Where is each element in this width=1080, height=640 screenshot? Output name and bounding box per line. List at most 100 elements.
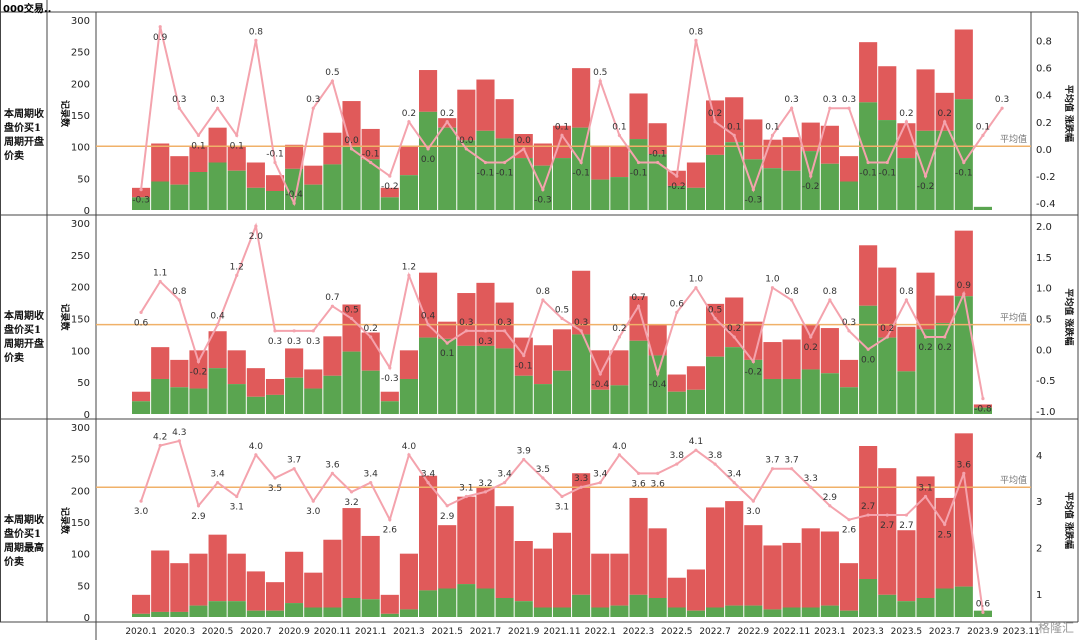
- line-point: [656, 372, 660, 376]
- line-point: [560, 133, 564, 137]
- line-point: [330, 471, 334, 475]
- bar-down-segment: [572, 127, 591, 210]
- line-point: [330, 79, 334, 83]
- y2-tick-label: -0.2: [1036, 172, 1056, 183]
- data-label: 2.9: [191, 512, 206, 522]
- x-tick-label: 2020.11: [314, 627, 351, 637]
- data-label: 3.4: [364, 470, 379, 480]
- y-tick-label: 250: [71, 251, 90, 262]
- line-point: [694, 286, 698, 290]
- bar-up-segment: [801, 324, 820, 370]
- data-label: -0.1: [477, 169, 495, 179]
- bar-down-segment: [323, 375, 342, 414]
- data-label: -0.2: [745, 368, 763, 378]
- line-point: [636, 471, 641, 475]
- y-tick-label: 300: [71, 219, 90, 230]
- data-label: -0.1: [266, 150, 284, 160]
- bar-down-segment: [514, 601, 533, 617]
- bar-down-segment: [438, 127, 457, 210]
- data-label: 4.0: [249, 442, 264, 452]
- data-label: 0.1: [230, 141, 244, 151]
- y-tick-label: 100: [71, 346, 90, 357]
- line-point: [866, 160, 870, 165]
- data-label: 0.3: [823, 95, 837, 105]
- y2-tick-label: 0.5: [1036, 315, 1052, 326]
- bar-down-segment: [572, 334, 591, 414]
- data-label: -0.3: [534, 196, 552, 206]
- bar-down-segment: [342, 351, 361, 414]
- data-label: 0.8: [823, 287, 838, 297]
- data-label: 3.4: [593, 470, 608, 480]
- line-point: [522, 457, 526, 462]
- line-point: [981, 133, 985, 137]
- line-point: [656, 471, 660, 475]
- corner-label: 000交易..: [3, 4, 52, 15]
- line-point: [809, 335, 813, 339]
- reference-label: 平均值: [1000, 312, 1027, 324]
- line-point: [503, 481, 507, 485]
- bar-up-segment: [572, 270, 591, 335]
- bar-up-segment: [610, 553, 629, 606]
- data-label: 3.7: [765, 456, 779, 466]
- data-label: 0.5: [593, 68, 607, 78]
- bar-down-segment: [591, 179, 610, 210]
- data-label: 0.2: [918, 343, 932, 353]
- data-label: 0.3: [995, 95, 1009, 105]
- line-point: [292, 201, 296, 205]
- line-point: [254, 453, 258, 457]
- line-point: [311, 329, 315, 333]
- line-point: [235, 273, 239, 277]
- y-axis-label: 记录数: [59, 507, 71, 535]
- x-tick-label: 2022.5: [661, 627, 693, 637]
- bar-up-segment: [399, 146, 418, 176]
- bar-down-segment: [457, 345, 476, 414]
- data-label: 0.0: [459, 136, 474, 146]
- data-label: 2.6: [842, 526, 857, 536]
- bar-down-segment: [629, 594, 648, 617]
- bar-up-segment: [552, 329, 572, 371]
- bar-up-segment: [342, 508, 361, 598]
- bar-down-segment: [342, 146, 361, 210]
- bar-up-segment: [533, 345, 552, 385]
- bar-down-segment: [552, 370, 572, 414]
- data-label: -0.3: [381, 374, 399, 384]
- bar-down-segment: [438, 338, 457, 414]
- data-label: 0.9: [153, 33, 168, 43]
- x-tick-label: 2021.11: [543, 627, 580, 637]
- bar-down-segment: [189, 605, 208, 617]
- line-point: [426, 481, 430, 485]
- data-label: 0.3: [459, 318, 473, 328]
- bar-down-segment: [380, 613, 399, 617]
- data-label: 3.0: [134, 507, 149, 517]
- data-label: 0.6: [976, 599, 991, 609]
- data-label: 2.7: [861, 502, 875, 512]
- line-point: [483, 329, 488, 333]
- data-label: 0.8: [899, 287, 914, 297]
- bar-down-segment: [361, 159, 380, 210]
- line-point: [426, 147, 430, 151]
- data-label: 2.0: [249, 232, 264, 242]
- bar-down-segment: [744, 159, 763, 210]
- row-label-1: 本周期收盘价买1周期开盘价卖: [4, 109, 44, 162]
- x-axis: 2020.1 2020.3 2020.5 2020.7 2020.9 2020.11 202…: [125, 627, 1039, 637]
- bar-down-segment: [495, 138, 514, 210]
- line-point: [770, 467, 775, 471]
- bar-down-segment: [380, 197, 399, 210]
- y-tick-label: 250: [71, 455, 90, 466]
- line-point: [464, 329, 468, 333]
- bar-down-segment: [763, 609, 782, 617]
- bar-down-segment: [629, 340, 648, 414]
- bar-up-segment: [916, 272, 935, 330]
- bar-down-segment: [725, 605, 744, 617]
- data-label: 0.3: [306, 95, 320, 105]
- y-axis-label: 记录数: [59, 303, 71, 331]
- bar-down-segment: [591, 607, 610, 617]
- line-point: [426, 323, 430, 327]
- data-label: 4.0: [612, 442, 627, 452]
- y2-tick-label: 1.0: [1036, 284, 1052, 295]
- bar-down-segment: [170, 184, 189, 210]
- line-point: [560, 316, 564, 321]
- line-point: [713, 120, 717, 124]
- data-label: 0.6: [670, 299, 685, 309]
